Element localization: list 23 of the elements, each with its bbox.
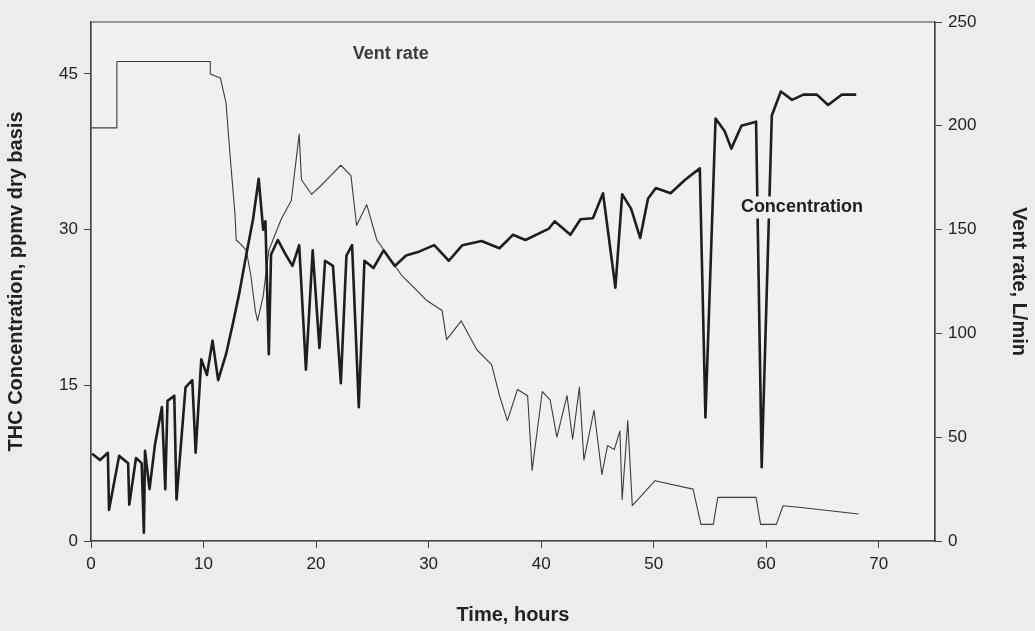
y2-tick-label: 100 [948, 323, 977, 343]
y2-tick-label: 50 [948, 426, 967, 446]
y-tick-label: 30 [59, 219, 78, 239]
y2-axis-title: Vent rate, L/min [1009, 207, 1032, 356]
x-tick-label: 20 [306, 553, 326, 573]
y-axis-title: THC Concentration, ppmv dry basis [3, 111, 26, 452]
x-axis-title: Time, hours [456, 602, 570, 625]
y2-tick-label: 0 [948, 530, 958, 550]
series-label: Concentration [740, 196, 863, 217]
y-tick-label: 0 [68, 530, 78, 550]
text: Vent rate [352, 43, 429, 64]
y-tick-label: 15 [59, 374, 78, 394]
x-tick-label: 30 [419, 553, 439, 573]
x-tick-label: 60 [756, 553, 776, 573]
y-tick-label: 45 [59, 63, 78, 83]
y2-tick-label: 200 [948, 115, 977, 135]
x-tick-label: 10 [194, 553, 213, 573]
x-tick-label: 40 [531, 553, 551, 573]
x-tick-label: 50 [644, 553, 664, 573]
x-tick-label: 0 [86, 553, 96, 573]
y2-tick-label: 250 [948, 11, 977, 31]
y2-tick-label: 150 [948, 219, 977, 239]
x-tick-label: 70 [869, 553, 889, 573]
